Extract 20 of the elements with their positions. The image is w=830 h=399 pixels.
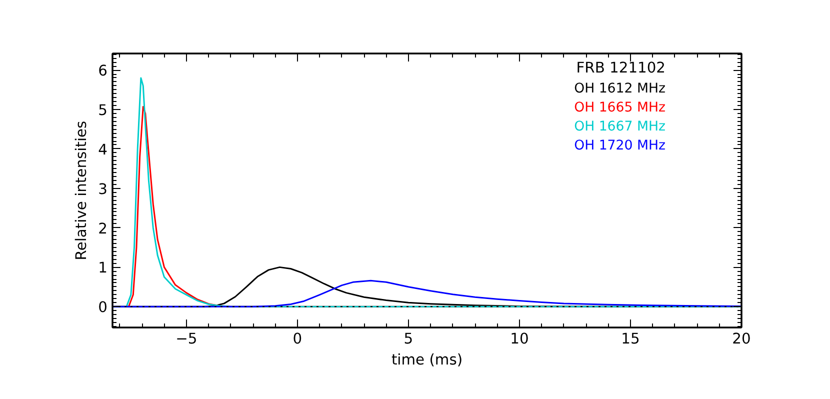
y-tick-label: 3 — [98, 180, 108, 198]
y-tick-label: 0 — [98, 299, 108, 316]
y-tick-label: 4 — [98, 141, 108, 158]
y-tick-label: 1 — [98, 260, 108, 277]
y-tick-label: 5 — [98, 102, 108, 119]
y-tick-label: 6 — [98, 62, 108, 80]
y-axis-title: Relative intensities — [73, 120, 90, 260]
text: OH 1612 MHz — [574, 82, 666, 96]
legend-title: FRB 121102 — [576, 60, 666, 76]
text: OH 1667 MHz — [574, 120, 666, 134]
y-tick-label: 2 — [98, 220, 108, 238]
x-axis-title: time (ms) — [391, 352, 463, 368]
x-tick-label: 10 — [510, 330, 529, 348]
x-tick-label: 0 — [292, 330, 302, 348]
text: OH 1665 MHz — [574, 100, 666, 116]
x-tick-label: 15 — [621, 330, 640, 348]
x-tick-label: 5 — [404, 330, 414, 348]
text: OH 1720 MHz — [574, 138, 666, 154]
x-tick-label: −5 — [176, 330, 198, 348]
x-tick-label: 20 — [732, 330, 751, 348]
